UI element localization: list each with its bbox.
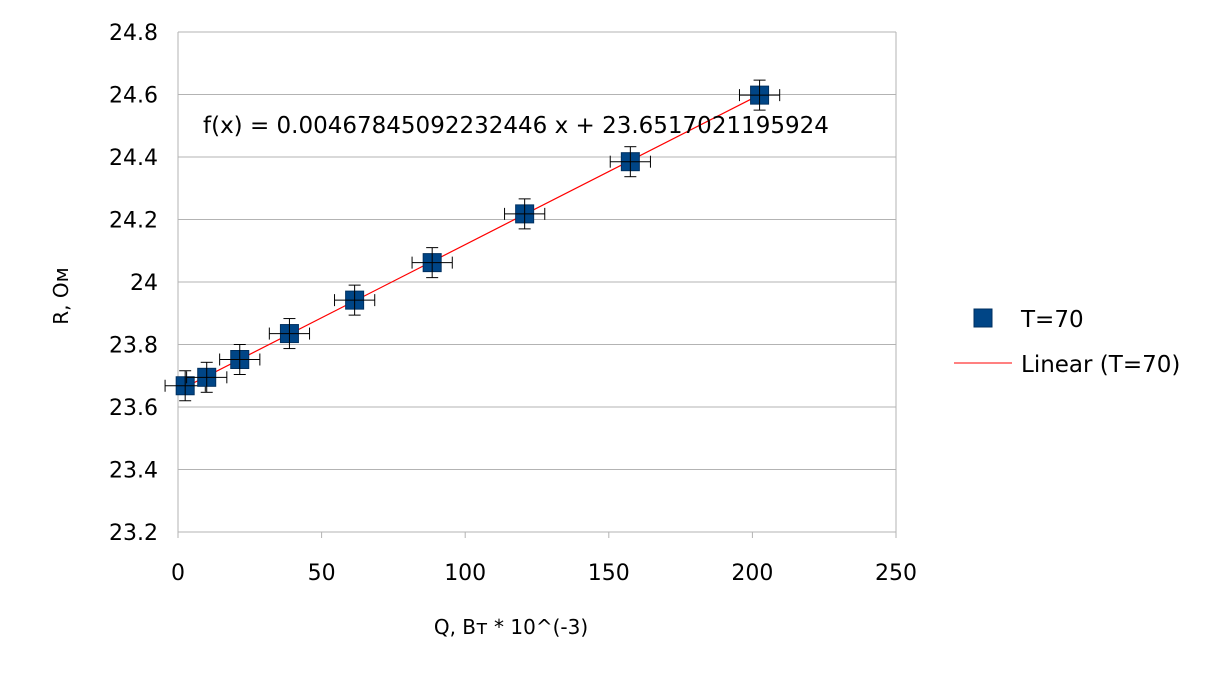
data-point	[609, 146, 651, 178]
y-tick-label: 23.8	[109, 334, 158, 359]
legend-label-series: T=70	[1020, 307, 1084, 333]
data-point	[186, 361, 228, 393]
x-tick-label: 100	[444, 561, 486, 586]
y-tick-label: 24	[130, 271, 158, 296]
y-axis-label: R, Ом	[49, 267, 73, 324]
trendline-equation: f(x) = 0.00467845092232446 x + 23.651702…	[203, 113, 829, 139]
legend: T=70 Linear (T=70)	[954, 307, 1180, 378]
data-point	[411, 247, 453, 279]
legend-label-trendline: Linear (T=70)	[1021, 352, 1180, 378]
y-tick-label: 24.2	[109, 209, 158, 234]
x-tick-label: 250	[875, 561, 917, 586]
x-tick-label: 0	[171, 561, 185, 586]
axes: 23.2 23.4 23.6 23.8 24 24.2 24.4 24.6 24.8 0 50 100…	[109, 21, 917, 586]
y-tick-label: 23.2	[109, 521, 158, 546]
y-tick-label: 23.4	[109, 459, 158, 484]
data-points	[164, 79, 781, 402]
data-point	[219, 344, 261, 375]
legend-marker-square	[973, 308, 993, 328]
data-point	[334, 284, 376, 316]
data-point	[268, 318, 311, 350]
y-tick-label: 24.4	[109, 146, 158, 171]
x-tick-label: 150	[588, 561, 630, 586]
y-tick-label: 24.6	[109, 84, 158, 109]
x-axis-label: Q, Вт * 10^(-3)	[434, 615, 588, 639]
trendline-group	[177, 94, 760, 392]
y-tick-label: 24.8	[109, 21, 158, 46]
x-tick-label: 50	[308, 561, 336, 586]
data-point	[504, 198, 546, 230]
data-point	[738, 79, 781, 111]
data-point	[164, 370, 206, 402]
grid-lines	[178, 31, 896, 533]
y-tick-label: 23.6	[109, 396, 158, 421]
trendline	[177, 94, 760, 392]
x-tick-label: 200	[731, 561, 773, 586]
